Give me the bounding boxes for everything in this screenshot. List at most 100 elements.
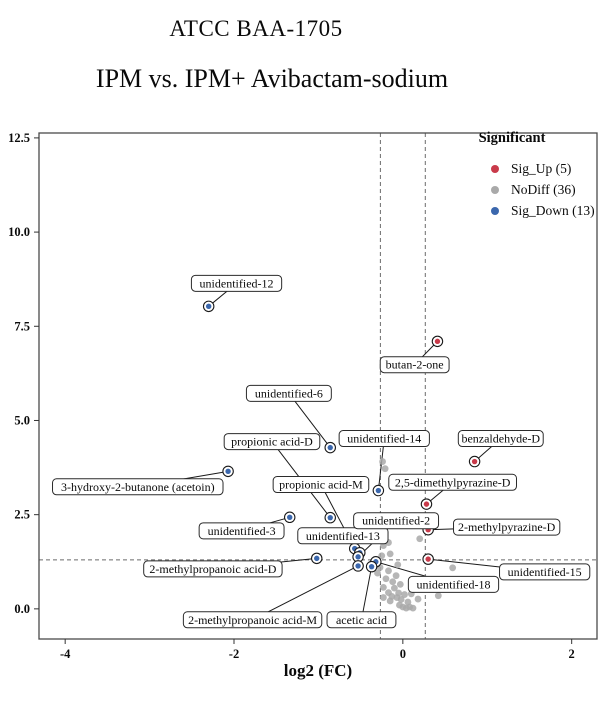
x-tick-label: 0 [400,647,406,661]
point-label-box [245,384,332,402]
point-label-box [326,611,397,629]
nodiff-point [394,561,402,569]
y-tick-label: 10.0 [8,225,30,239]
label-connector [252,565,359,621]
y-tick-label: 12.5 [8,131,30,145]
panel-border [38,132,598,640]
point-label: butan-2-one [386,358,444,372]
sig_down-point [287,514,293,521]
sig_up-point [423,501,430,507]
point-label: unidentified-3 [208,524,276,538]
nodiff-point [416,535,424,543]
strain-title: ATCC BAA-1705 [169,16,343,41]
volcano-plot: -4 -2 0 2 0.0 2.5 5.0 7.5 10.0 12.5 log2 (FC) butan… [8,130,598,680]
nodiff-point [386,550,394,558]
sig_down-point [368,563,375,570]
sig_down-point [327,444,333,451]
point-label: unidentified-13 [306,529,380,543]
nodiff-point [390,584,398,592]
point-label: 2-methylpropanoic acid-M [188,613,317,627]
point-label: acetic acid [336,613,387,627]
sig_down-point [225,468,231,475]
point-label-box [499,563,591,581]
y-tick-label: 5.0 [14,413,30,427]
nodiff-point [382,575,390,583]
point-label-box [338,430,430,448]
point-label: propionic acid-M [279,478,363,492]
x-axis-title: log2 (FC) [284,661,352,680]
comparison-title: IPM vs. IPM+ Avibactam-sodium [95,64,449,93]
nodiff-point [449,564,457,572]
nodiff-point [380,583,387,591]
sig_down-point [375,487,382,494]
nodiff-point [397,596,405,603]
point-label-box [52,478,224,496]
nodiff-point [392,572,400,580]
point-label: unidentified-14 [347,432,421,446]
sig_down-point [327,514,333,521]
point-label: propionic acid-D [231,435,313,449]
nodiff-point [379,458,386,465]
point-label-box [198,522,285,540]
nodiff-point [404,598,412,606]
nodiff-point [434,592,442,600]
point-label-box [297,527,389,545]
y-tick-label: 0.0 [14,602,30,616]
sig_up-point [425,556,431,562]
point-label: unidentified-6 [255,386,323,400]
point-label-box [143,560,283,578]
point-label: 2,5-dimethylpyrazine-D [395,475,511,489]
legend-label: NoDiff (36) [511,182,576,197]
legend-dot [491,186,499,194]
nodiff-point [409,604,417,612]
point-label-box [223,433,321,451]
nodiff-point [389,578,397,586]
point-label: unidentified-18 [416,577,490,591]
nodiff-point [414,595,422,603]
nodiff-point [388,593,396,600]
sig_up-point [471,458,478,465]
y-tick-label: 7.5 [14,319,30,333]
legend-title: Significant [479,130,546,146]
point-label-box [407,575,500,593]
x-tick-label: -2 [229,647,239,661]
point-label: benzaldehyde-D [461,432,540,446]
legend-label: Sig_Up (5) [511,161,571,176]
point-label: unidentified-2 [362,514,430,528]
nodiff-point [380,594,387,601]
nodiff-point [381,465,389,473]
legend-dot [491,207,499,215]
sig_down-point [205,303,212,310]
label-connector [360,566,373,620]
point-label: 3-hydroxy-2-butanone (acetoin) [61,480,215,494]
legend-dot [491,165,499,173]
sig_down-point [355,563,361,569]
point-label-box [182,611,323,629]
nodiff-point [395,589,403,597]
label-connector [288,393,331,448]
nodiff-point [374,569,381,577]
nodiff-point [378,552,386,560]
point-label-box [353,512,440,530]
point-label: 2-methylpropanoic acid-D [149,562,276,576]
sig_up-point [434,338,441,345]
point-label: unidentified-15 [508,565,582,579]
sig_down-point [355,554,361,560]
nodiff-point [401,591,408,598]
sig_down-point [314,555,320,562]
point-label: 2-methylpyrazine-D [458,520,556,534]
x-tick-label: -4 [60,647,71,661]
point-label-box [453,518,561,536]
x-tick-label: 2 [569,647,575,661]
nodiff-point [396,580,404,588]
point-label-box [388,473,517,491]
point-label-box [379,356,450,374]
nodiff-point [385,567,392,575]
point-label-box [272,476,370,494]
point-label: unidentified-12 [200,276,274,290]
legend-label: Sig_Down (13) [511,203,595,218]
y-tick-label: 2.5 [14,508,30,522]
point-label-box [190,274,283,292]
point-label-box [457,430,544,448]
